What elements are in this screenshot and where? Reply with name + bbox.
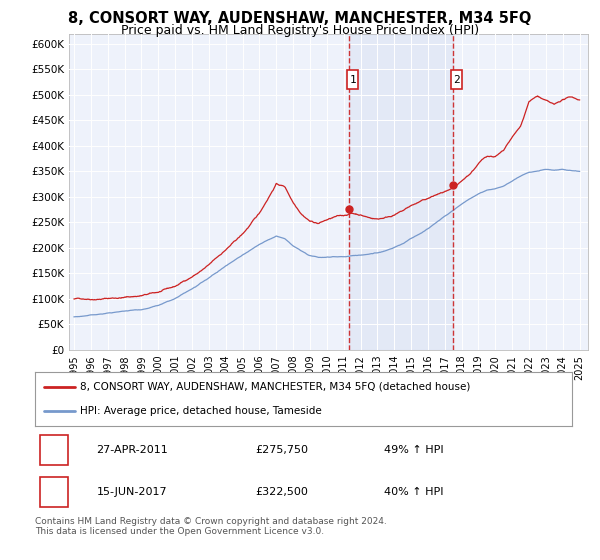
Text: HPI: Average price, detached house, Tameside: HPI: Average price, detached house, Tame… xyxy=(80,406,322,416)
Text: £322,500: £322,500 xyxy=(255,487,308,497)
Text: Price paid vs. HM Land Registry's House Price Index (HPI): Price paid vs. HM Land Registry's House … xyxy=(121,24,479,36)
Text: 27-APR-2011: 27-APR-2011 xyxy=(97,445,169,455)
Text: 1: 1 xyxy=(50,445,58,455)
Text: 40% ↑ HPI: 40% ↑ HPI xyxy=(384,487,443,497)
Bar xyxy=(40,435,68,465)
Bar xyxy=(349,34,452,350)
Text: 8, CONSORT WAY, AUDENSHAW, MANCHESTER, M34 5FQ: 8, CONSORT WAY, AUDENSHAW, MANCHESTER, M… xyxy=(68,11,532,26)
Text: 2: 2 xyxy=(453,74,460,85)
Text: 15-JUN-2017: 15-JUN-2017 xyxy=(97,487,167,497)
Text: 49% ↑ HPI: 49% ↑ HPI xyxy=(384,445,443,455)
Text: Contains HM Land Registry data © Crown copyright and database right 2024.
This d: Contains HM Land Registry data © Crown c… xyxy=(35,517,386,536)
Bar xyxy=(40,477,68,507)
Text: £275,750: £275,750 xyxy=(255,445,308,455)
Text: 1: 1 xyxy=(349,74,356,85)
Bar xyxy=(451,70,462,89)
Text: 8, CONSORT WAY, AUDENSHAW, MANCHESTER, M34 5FQ (detached house): 8, CONSORT WAY, AUDENSHAW, MANCHESTER, M… xyxy=(80,382,471,392)
Text: 2: 2 xyxy=(50,487,58,497)
Bar xyxy=(347,70,358,89)
